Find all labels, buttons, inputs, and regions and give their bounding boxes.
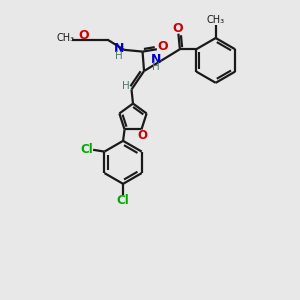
Text: O: O [157, 40, 168, 53]
Text: N: N [151, 52, 161, 66]
Text: H: H [122, 81, 130, 91]
Text: CH₃: CH₃ [56, 34, 75, 44]
Text: Cl: Cl [117, 194, 130, 207]
Text: O: O [137, 129, 147, 142]
Text: O: O [78, 29, 89, 42]
Text: H: H [152, 62, 160, 72]
Text: N: N [113, 42, 124, 55]
Text: H: H [115, 51, 122, 62]
Text: Cl: Cl [81, 143, 94, 156]
Text: CH₃: CH₃ [207, 14, 225, 25]
Text: O: O [172, 22, 182, 35]
